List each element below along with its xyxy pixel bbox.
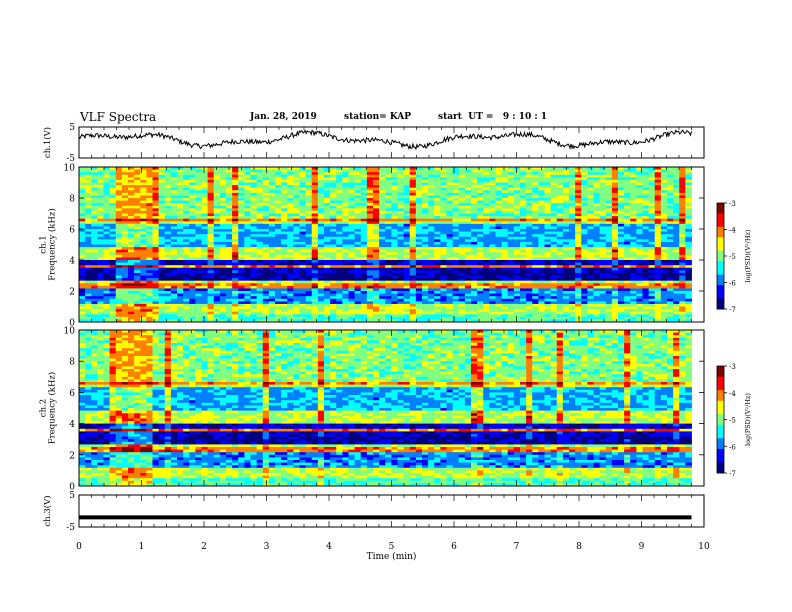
ch1-spectrogram-colorbar-tick-label: -5 <box>729 253 736 261</box>
panel-0-ytick-label: -5 <box>66 154 75 164</box>
x-tick-label: 3 <box>264 542 270 552</box>
panel-3-ytick-label: 5 <box>69 491 75 501</box>
x-tick-label: 8 <box>576 542 582 552</box>
panel-2-ytick-label: 2 <box>69 451 75 461</box>
x-tick-label: 5 <box>389 542 395 552</box>
panel-2-ytick-label: 10 <box>64 327 76 337</box>
date-label: Jan. 28, 2019 <box>250 112 317 122</box>
ch1-spectrogram-colorbar-label: log(PSD)(V²/Hz) <box>744 229 752 282</box>
ch1-spectrogram-colorbar-tick-label: -6 <box>729 280 736 288</box>
panel-2-ylabel: ch.2 <box>39 399 49 417</box>
x-tick-label: 10 <box>698 542 710 552</box>
panel-1-ylabel: ch.1 <box>39 235 49 253</box>
panel-2-ylabel: Frequency (kHz) <box>47 372 58 444</box>
station-label: station= KAP <box>344 112 412 122</box>
panel-2-ytick-label: 0 <box>69 483 75 493</box>
panel-1-ytick-label: 2 <box>69 288 75 298</box>
ch1-spectrogram-cells <box>79 167 692 323</box>
ch2-spectrogram-colorbar-tick-label: -4 <box>729 390 736 398</box>
x-tick-label: 7 <box>514 542 520 552</box>
ch1-spectrogram-colorbar-tick-label: -3 <box>729 200 736 208</box>
panel-1-ytick-label: 6 <box>69 226 75 236</box>
panel-1-ytick-label: 10 <box>64 164 76 174</box>
ch1-spectrogram-colorbar-tick-label: -4 <box>729 227 736 235</box>
ch2-spectrogram-cells <box>79 330 692 487</box>
panel-1-ytick-label: 0 <box>69 319 75 329</box>
panel-2-ytick-label: 8 <box>69 358 75 368</box>
panel-1-ytick-label: 4 <box>69 257 75 267</box>
start-time-label: start UT = 9 : 10 : 1 <box>438 112 548 122</box>
ch2-spectrogram-colorbar-tick-label: -7 <box>729 470 736 478</box>
ch2-spectrogram-colorbar-tick-label: -5 <box>729 417 736 425</box>
x-tick-label: 4 <box>326 542 332 552</box>
x-tick-label: 2 <box>201 542 207 552</box>
ch2-spectrogram-colorbar-tick-label: -3 <box>729 363 736 371</box>
ch2-spectrogram-colorbar <box>717 366 724 474</box>
chart-title: VLF Spectra <box>80 110 157 124</box>
ch2-spectrogram-colorbar-label: log(PSD)(V²/Hz) <box>744 393 752 446</box>
panel-2-ytick-label: 4 <box>69 420 75 430</box>
panel-3-ytick-label: -5 <box>66 523 75 533</box>
ch1-waveform-line <box>78 129 692 151</box>
x-tick-label: 6 <box>451 542 457 552</box>
x-tick-label: 9 <box>639 542 645 552</box>
ch1-spectrogram-colorbar-tick-label: -7 <box>729 306 736 314</box>
ch1-spectrogram-colorbar <box>717 203 724 310</box>
panel-3-ylabel: ch.3(V) <box>42 495 53 526</box>
x-tick-label: 1 <box>139 542 145 552</box>
panel-1-ylabel: Frequency (kHz) <box>47 208 58 280</box>
panel-1-ytick-label: 8 <box>69 195 75 205</box>
panel-2-ytick-label: 6 <box>69 389 75 399</box>
panel-0-ytick-label: 5 <box>69 123 75 133</box>
x-axis-label: Time (min) <box>367 551 417 562</box>
x-tick-label: 0 <box>76 542 82 552</box>
ch2-spectrogram-colorbar-tick-label: -6 <box>729 443 736 451</box>
panel-0-ylabel: ch.1(V) <box>42 127 53 158</box>
